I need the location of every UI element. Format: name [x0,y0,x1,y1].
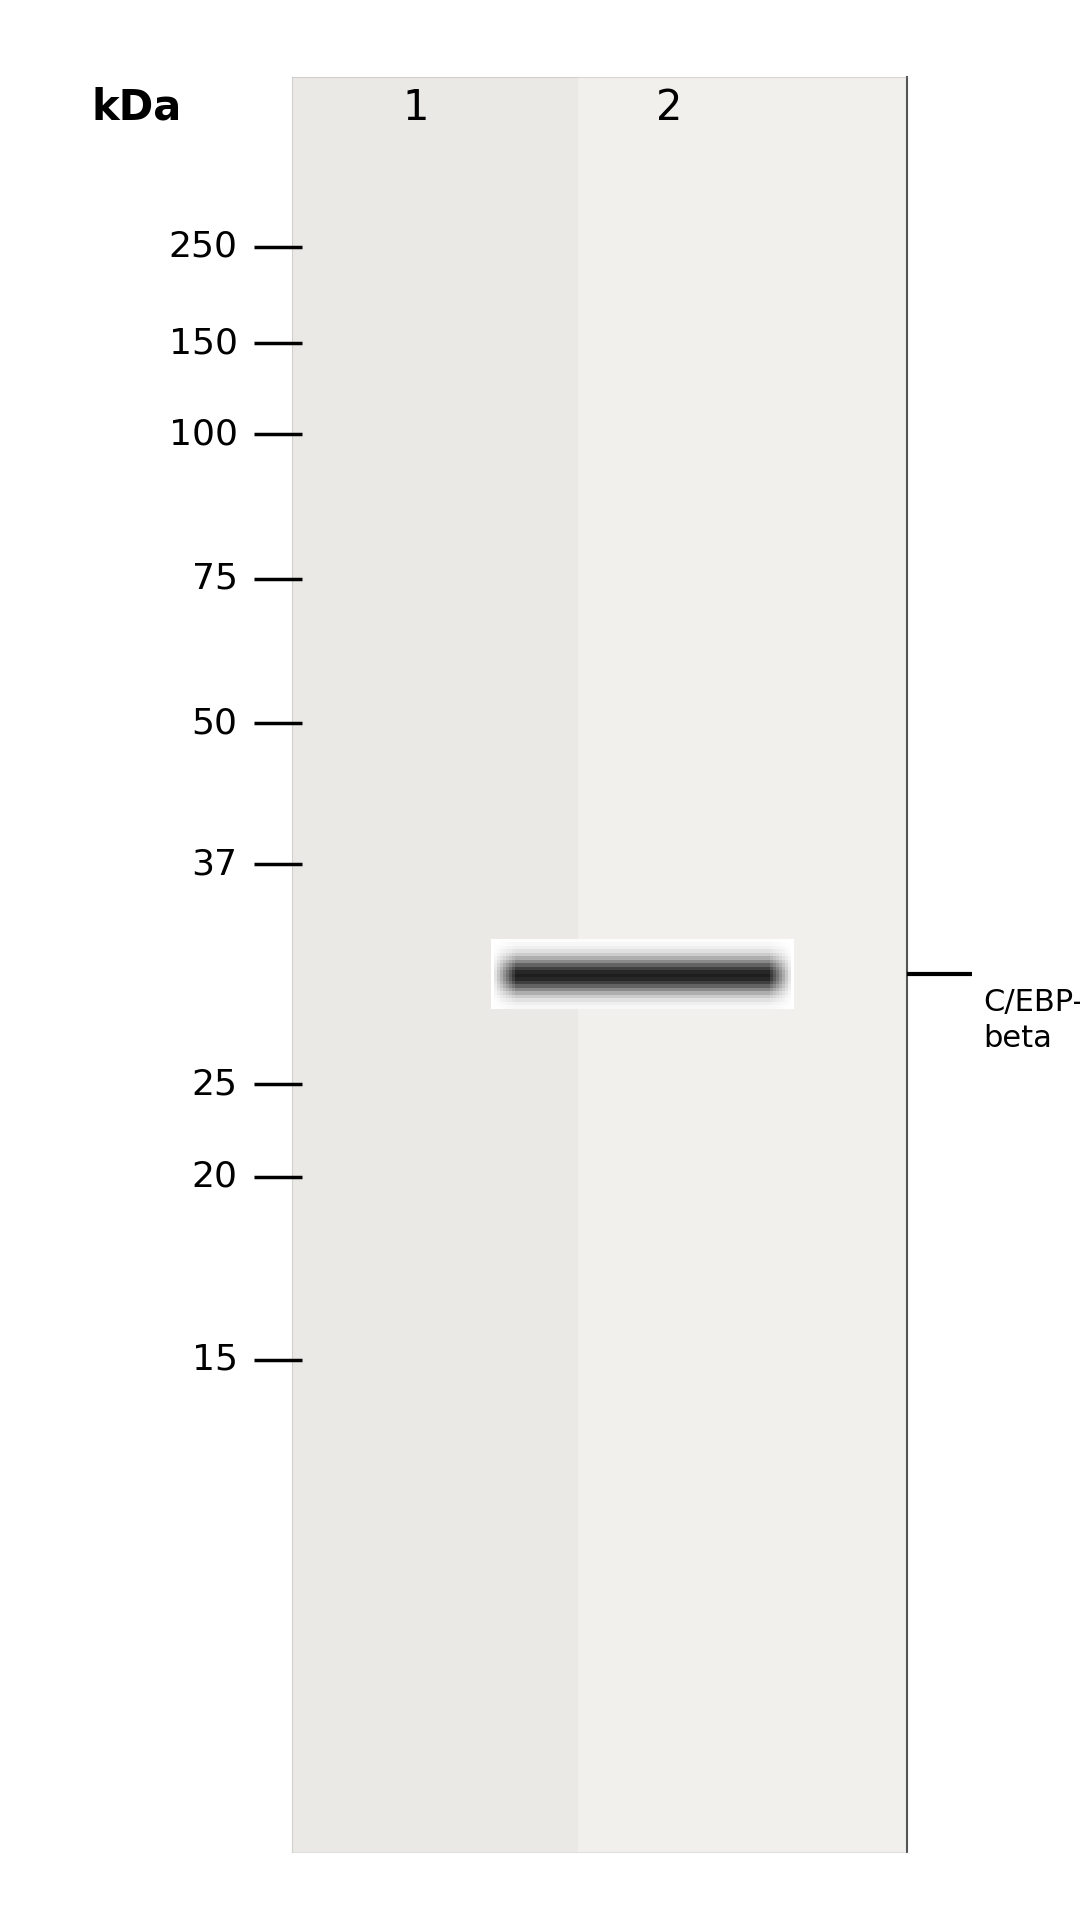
Text: 25: 25 [191,1067,238,1101]
Text: 1: 1 [403,87,429,129]
Bar [578,77,907,1852]
Text: 20: 20 [191,1159,238,1194]
Text: 150: 150 [168,326,238,361]
Text: 100: 100 [168,417,238,451]
Text: 2: 2 [657,87,683,129]
Bar [292,77,578,1852]
Text: 37: 37 [191,847,238,882]
Text: 50: 50 [191,706,238,741]
Text: C/EBP-
beta: C/EBP- beta [983,988,1080,1053]
Text: 15: 15 [191,1343,238,1377]
Text: 75: 75 [191,561,238,596]
Text: kDa: kDa [92,87,183,129]
Text: 250: 250 [168,230,238,264]
